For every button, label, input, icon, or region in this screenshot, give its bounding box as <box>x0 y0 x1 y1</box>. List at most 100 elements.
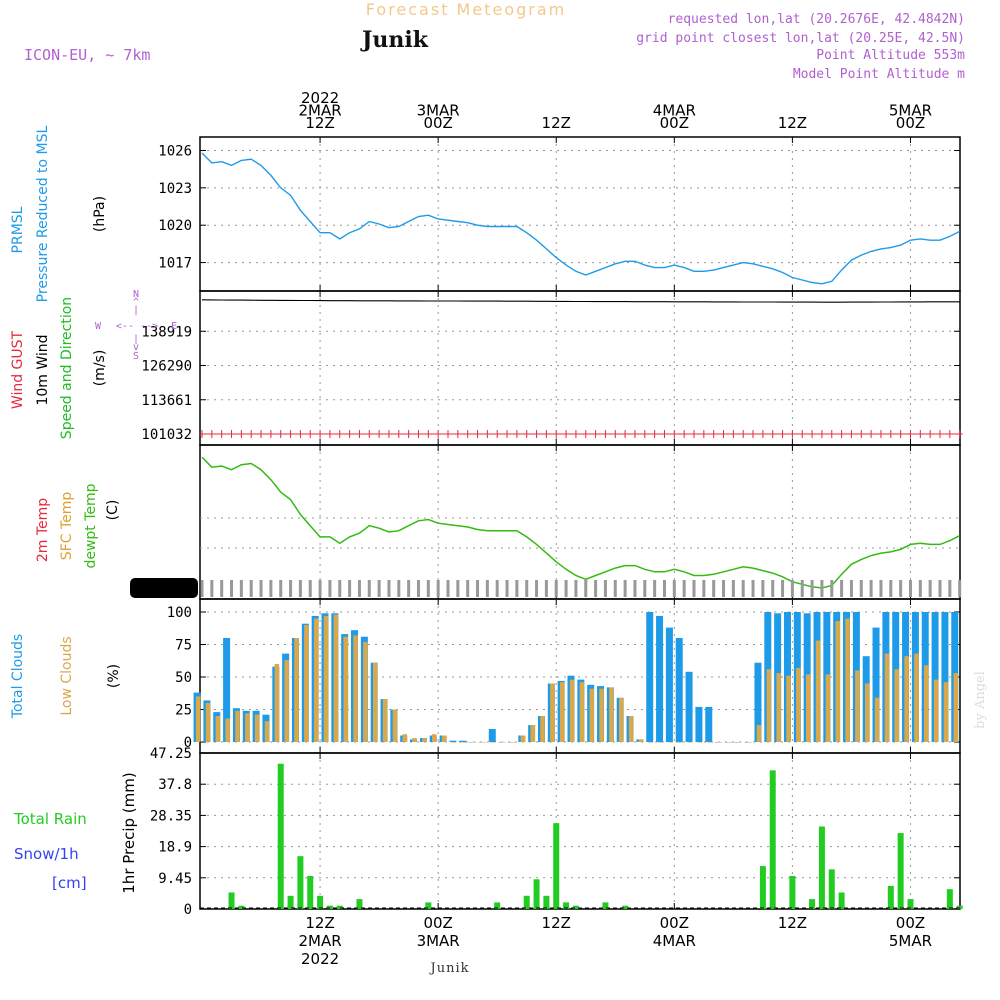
point-altitude: Point Altitude 553m <box>816 48 965 63</box>
bottom-time-label: 3MAR <box>417 932 460 950</box>
wind-gust-marker <box>868 430 875 438</box>
low-cloud-bar <box>756 725 762 742</box>
wind-series <box>199 299 963 438</box>
pressure-label-2: Pressure Reduced to MSL <box>35 125 51 302</box>
temperature-hour-bar <box>289 580 293 597</box>
bottom-time-label: 12Z <box>305 914 334 932</box>
wind-gust-marker <box>297 430 304 438</box>
total-cloud-bar <box>223 638 231 742</box>
low-cloud-bar <box>333 614 339 742</box>
temperature-hour-bar <box>328 580 332 597</box>
low-cloud-bar <box>500 742 506 743</box>
low-cloud-bar <box>550 683 555 742</box>
low-cloud-bar <box>323 615 329 742</box>
temp-2m-label: 2m Temp <box>35 498 51 562</box>
low-cloud-bar <box>855 670 860 742</box>
low-cloud-bar <box>225 718 230 742</box>
rain-bar <box>326 905 333 909</box>
wind-gust-marker <box>218 430 225 438</box>
rain-bar <box>887 885 894 909</box>
low-cloud-bar <box>540 716 545 742</box>
total-cloud-bar <box>872 627 880 742</box>
temperature-hour-bar <box>849 580 853 597</box>
temperature-hour-bar <box>210 580 214 597</box>
compass-south-stem: | <box>133 334 139 345</box>
wind-gust-marker <box>258 430 265 438</box>
chart-title-faint: Forecast Meteogram <box>366 0 566 19</box>
wind-10m-line <box>201 299 960 303</box>
wind-gust-marker <box>681 430 688 438</box>
wind-gust-marker <box>592 430 599 438</box>
wind-gust-marker <box>307 430 314 438</box>
wind-direction-label: Speed and Direction <box>59 297 75 439</box>
rain-bar <box>572 905 579 909</box>
total-cloud-bar <box>931 612 939 742</box>
low-cloud-bar <box>786 675 791 742</box>
wind-gust-marker <box>897 430 904 438</box>
rain-bar <box>809 899 816 909</box>
wind-gust-marker <box>838 430 845 438</box>
total-cloud-bar <box>705 706 713 742</box>
temperature-hour-bar <box>623 580 627 597</box>
compass-north: N <box>133 289 139 300</box>
temperature-hour-bar <box>456 580 460 597</box>
wind-gust-marker <box>809 430 816 438</box>
rain-bar <box>277 763 284 909</box>
temperature-hour-bar <box>820 580 824 597</box>
wind-gust-marker <box>405 430 412 438</box>
wind-gust-marker <box>582 430 589 438</box>
y-tick-label: 9.45 <box>158 871 192 887</box>
temperature-hour-bar <box>230 580 234 597</box>
top-time-label: 00Z <box>660 114 689 132</box>
temperature-hour-bar <box>476 580 480 597</box>
wind-gust-marker <box>789 430 796 438</box>
wind-gust-marker <box>700 430 707 438</box>
compass-cross: <-- --> <box>116 321 158 332</box>
top-time-label: 00Z <box>896 114 925 132</box>
temperature-hour-bar <box>830 580 834 597</box>
temperature-hour-bar <box>269 580 273 597</box>
top-time-label: 2MAR <box>298 102 341 120</box>
wind-gust-marker <box>946 430 953 438</box>
rain-bar <box>543 895 550 909</box>
rain-bar <box>287 895 294 909</box>
temperature-hour-bar <box>958 580 962 597</box>
wind-gust-marker <box>504 430 511 438</box>
wind-gust-marker <box>513 430 520 438</box>
rain-bar <box>425 902 432 909</box>
rain-bar <box>533 879 540 909</box>
compass-north-stem: | <box>133 305 139 316</box>
snow-label: Snow/1h <box>14 845 79 863</box>
y-tick-label: 1023 <box>158 181 192 197</box>
wind-gust-marker <box>818 430 825 438</box>
low-cloud-bar <box>668 742 673 743</box>
wind-gust-marker <box>651 430 658 438</box>
y-tick-label: 138919 <box>141 324 192 340</box>
snow-unit: [cm] <box>52 874 87 892</box>
wind-gust-marker <box>425 430 432 438</box>
low-cloud-bar <box>559 682 565 742</box>
model-point-altitude: Model Point Altitude m <box>793 67 965 82</box>
low-cloud-bar <box>589 688 594 742</box>
requested-coords: requested lon,lat (20.2676E, 42.4842N) <box>668 12 965 27</box>
temperature-hour-bar <box>426 580 430 597</box>
wind-gust-marker <box>572 430 579 438</box>
low-cloud-bar <box>451 742 457 743</box>
temperature-panel: 2m Temp SFC Temp dewpt Temp (C) <box>35 444 962 600</box>
temperature-hour-bar <box>377 580 381 597</box>
temperature-hour-bar <box>594 580 598 597</box>
low-cloud-bar <box>195 696 201 742</box>
wind-panel: 101032 113661 126290 138919 Wind GUST 10m W… <box>10 289 963 446</box>
wind-gust-marker <box>484 430 491 438</box>
low-cloud-bar <box>363 641 368 742</box>
temperature-hour-bar <box>338 580 342 597</box>
temperature-hour-bar <box>584 580 588 597</box>
rain-bar <box>238 905 245 909</box>
temperature-hour-bar <box>692 580 696 597</box>
precip-grid <box>200 753 960 909</box>
temperature-hour-bar <box>702 580 706 597</box>
low-cloud-bar <box>579 682 585 742</box>
wind-gust-marker <box>208 430 215 438</box>
temperature-hour-bar <box>407 580 411 597</box>
